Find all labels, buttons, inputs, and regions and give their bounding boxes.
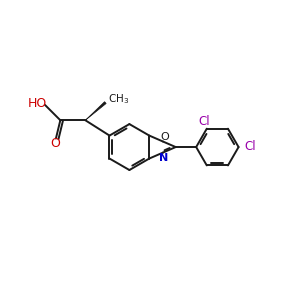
Text: CH$_3$: CH$_3$ <box>108 92 130 106</box>
Text: N: N <box>159 153 168 163</box>
Polygon shape <box>85 102 106 120</box>
Text: Cl: Cl <box>199 115 210 128</box>
Text: HO: HO <box>28 97 47 110</box>
Text: Cl: Cl <box>244 140 256 153</box>
Text: O: O <box>51 137 61 150</box>
Text: O: O <box>160 131 169 142</box>
